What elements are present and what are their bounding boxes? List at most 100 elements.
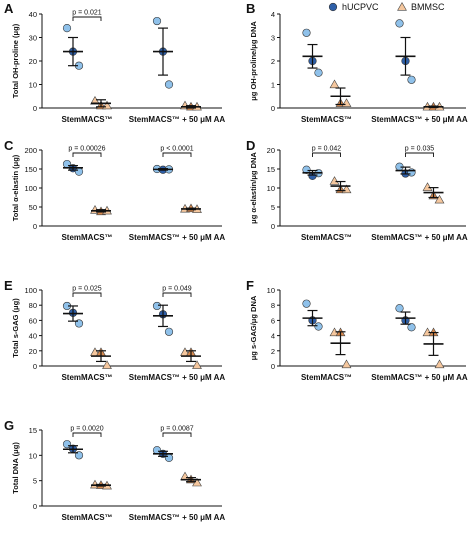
legend-label-hucpvc: hUCPVC xyxy=(342,2,379,12)
y-tick-label: 10 xyxy=(29,451,37,460)
panel-b: B 0 1 2 3 4 μg OH-proline/μg DNA StemMACS™ StemM… xyxy=(246,1,468,124)
panel-a: A 0 10 20 30 40 Total OH-proline (μg) StemMACS™… xyxy=(4,1,225,124)
panel-letter: B xyxy=(246,1,255,16)
data-point-bmmsc xyxy=(341,98,352,107)
data-point-hucpvc xyxy=(164,80,174,89)
data-point-hucpvc xyxy=(314,322,323,331)
y-tick-label: 1 xyxy=(271,81,275,90)
data-point-hucpvc xyxy=(152,301,162,311)
data-point-hucpvc xyxy=(164,327,174,336)
x-tick-label: StemMACS™ + 50 μM AA xyxy=(371,373,468,382)
y-tick-label: 0 xyxy=(271,362,275,371)
significance-bracket xyxy=(72,292,102,297)
y-axis-label: μg α-elastin/μg DNA xyxy=(249,152,258,224)
y-tick-label: 0 xyxy=(33,502,37,511)
y-axis-label: Total OH-proline (μg) xyxy=(11,23,20,98)
y-tick-label: 100 xyxy=(24,184,37,193)
y-tick-label: 0 xyxy=(271,104,275,113)
y-tick-label: 10 xyxy=(267,286,275,295)
data-point-bmmsc xyxy=(434,359,445,369)
y-tick-label: 20 xyxy=(29,347,37,356)
data-point-hucpvc xyxy=(395,19,404,28)
y-axis-label: Total DNA (μg) xyxy=(11,442,20,494)
y-tick-label: 10 xyxy=(267,184,275,193)
legend-marker-hucpvc xyxy=(328,2,338,12)
p-value-label: p = 0.0087 xyxy=(160,426,193,433)
panel-letter: C xyxy=(4,138,14,153)
p-value-label: p = 0.025 xyxy=(72,286,101,293)
significance-bracket xyxy=(162,432,192,437)
y-tick-label: 15 xyxy=(267,165,275,174)
data-point-hucpvc xyxy=(302,299,311,308)
data-point-hucpvc xyxy=(74,167,84,176)
p-value-label: p = 0.042 xyxy=(312,146,341,153)
data-point-hucpvc xyxy=(407,75,416,84)
x-tick-label: StemMACS™ + 50 μM AA xyxy=(129,115,226,124)
panel-d: D 0 5 10 15 20 μg α-elastin/μg DNA StemMACS™ Ste… xyxy=(246,138,468,242)
significance-bracket xyxy=(312,152,341,157)
data-point-bmmsc xyxy=(341,359,352,369)
data-point-bmmsc xyxy=(180,471,190,481)
significance-bracket xyxy=(162,152,192,157)
data-point-hucpvc xyxy=(314,68,323,77)
x-tick-label: StemMACS™ xyxy=(61,373,112,382)
data-point-bmmsc xyxy=(422,182,433,191)
y-tick-label: 60 xyxy=(29,316,37,325)
significance-bracket xyxy=(162,292,192,297)
p-value-label: p = 0.00026 xyxy=(68,146,105,153)
x-tick-label: StemMACS™ xyxy=(301,115,352,124)
p-value-label: p = 0.021 xyxy=(72,10,101,17)
y-tick-label: 100 xyxy=(24,286,37,295)
panel-e: E 0 20 40 60 80 100 Total s-GAG (μg) StemMACS™ St… xyxy=(4,278,225,382)
panel-letter: A xyxy=(4,1,14,16)
panel-c: C 0 50 100 150 200 Total α-elastin (μg) StemMAC… xyxy=(4,138,225,242)
x-tick-label: StemMACS™ xyxy=(61,233,112,242)
y-tick-label: 200 xyxy=(24,146,37,155)
x-tick-label: StemMACS™ + 50 μM AA xyxy=(129,513,226,522)
y-tick-label: 0 xyxy=(33,104,37,113)
y-tick-label: 5 xyxy=(271,203,275,212)
y-axis-label: μg OH-proline/μg DNA xyxy=(249,21,258,101)
legend: hUCPVC BMMSC xyxy=(328,1,445,12)
legend-label-bmmsc: BMMSC xyxy=(411,2,445,12)
p-value-label: p = 0.035 xyxy=(405,146,434,153)
y-tick-label: 40 xyxy=(29,332,37,341)
y-tick-label: 6 xyxy=(271,316,275,325)
y-tick-label: 4 xyxy=(271,332,275,341)
x-tick-label: StemMACS™ xyxy=(301,373,352,382)
panel-letter: G xyxy=(4,418,14,433)
data-point-bmmsc xyxy=(329,176,340,185)
data-point-hucpvc xyxy=(164,453,174,462)
data-point-hucpvc xyxy=(395,304,404,313)
panel-letter: F xyxy=(246,278,254,293)
y-tick-label: 8 xyxy=(271,301,275,310)
data-point-hucpvc xyxy=(152,16,162,26)
data-point-bmmsc xyxy=(90,95,100,105)
significance-bracket xyxy=(72,432,102,437)
y-axis-label: Total α-elastin (μg) xyxy=(11,154,20,221)
y-tick-label: 20 xyxy=(267,146,275,155)
y-axis-label: μg s-GAG/μg DNA xyxy=(249,295,258,360)
y-axis-label: Total s-GAG (μg) xyxy=(11,298,20,358)
panel-letter: E xyxy=(4,278,13,293)
data-point-hucpvc xyxy=(407,323,416,332)
p-value-label: p = 0.049 xyxy=(162,286,191,293)
y-tick-label: 5 xyxy=(33,477,37,486)
x-tick-label: StemMACS™ xyxy=(301,233,352,242)
y-tick-label: 0 xyxy=(33,362,37,371)
y-tick-label: 150 xyxy=(24,165,37,174)
y-tick-label: 0 xyxy=(271,222,275,231)
data-point-bmmsc xyxy=(192,360,202,369)
y-tick-label: 40 xyxy=(29,10,37,19)
y-tick-label: 2 xyxy=(271,347,275,356)
y-tick-label: 3 xyxy=(271,34,275,43)
significance-bracket xyxy=(72,16,102,21)
x-tick-label: StemMACS™ + 50 μM AA xyxy=(129,233,226,242)
significance-bracket xyxy=(405,152,434,157)
y-tick-label: 2 xyxy=(271,57,275,66)
data-point-bmmsc xyxy=(434,194,445,204)
panel-g: G 0 5 10 15 Total DNA (μg) StemMACS™ StemMACS™ … xyxy=(4,418,225,522)
data-point-hucpvc xyxy=(74,451,84,460)
x-tick-label: StemMACS™ + 50 μM AA xyxy=(371,115,468,124)
